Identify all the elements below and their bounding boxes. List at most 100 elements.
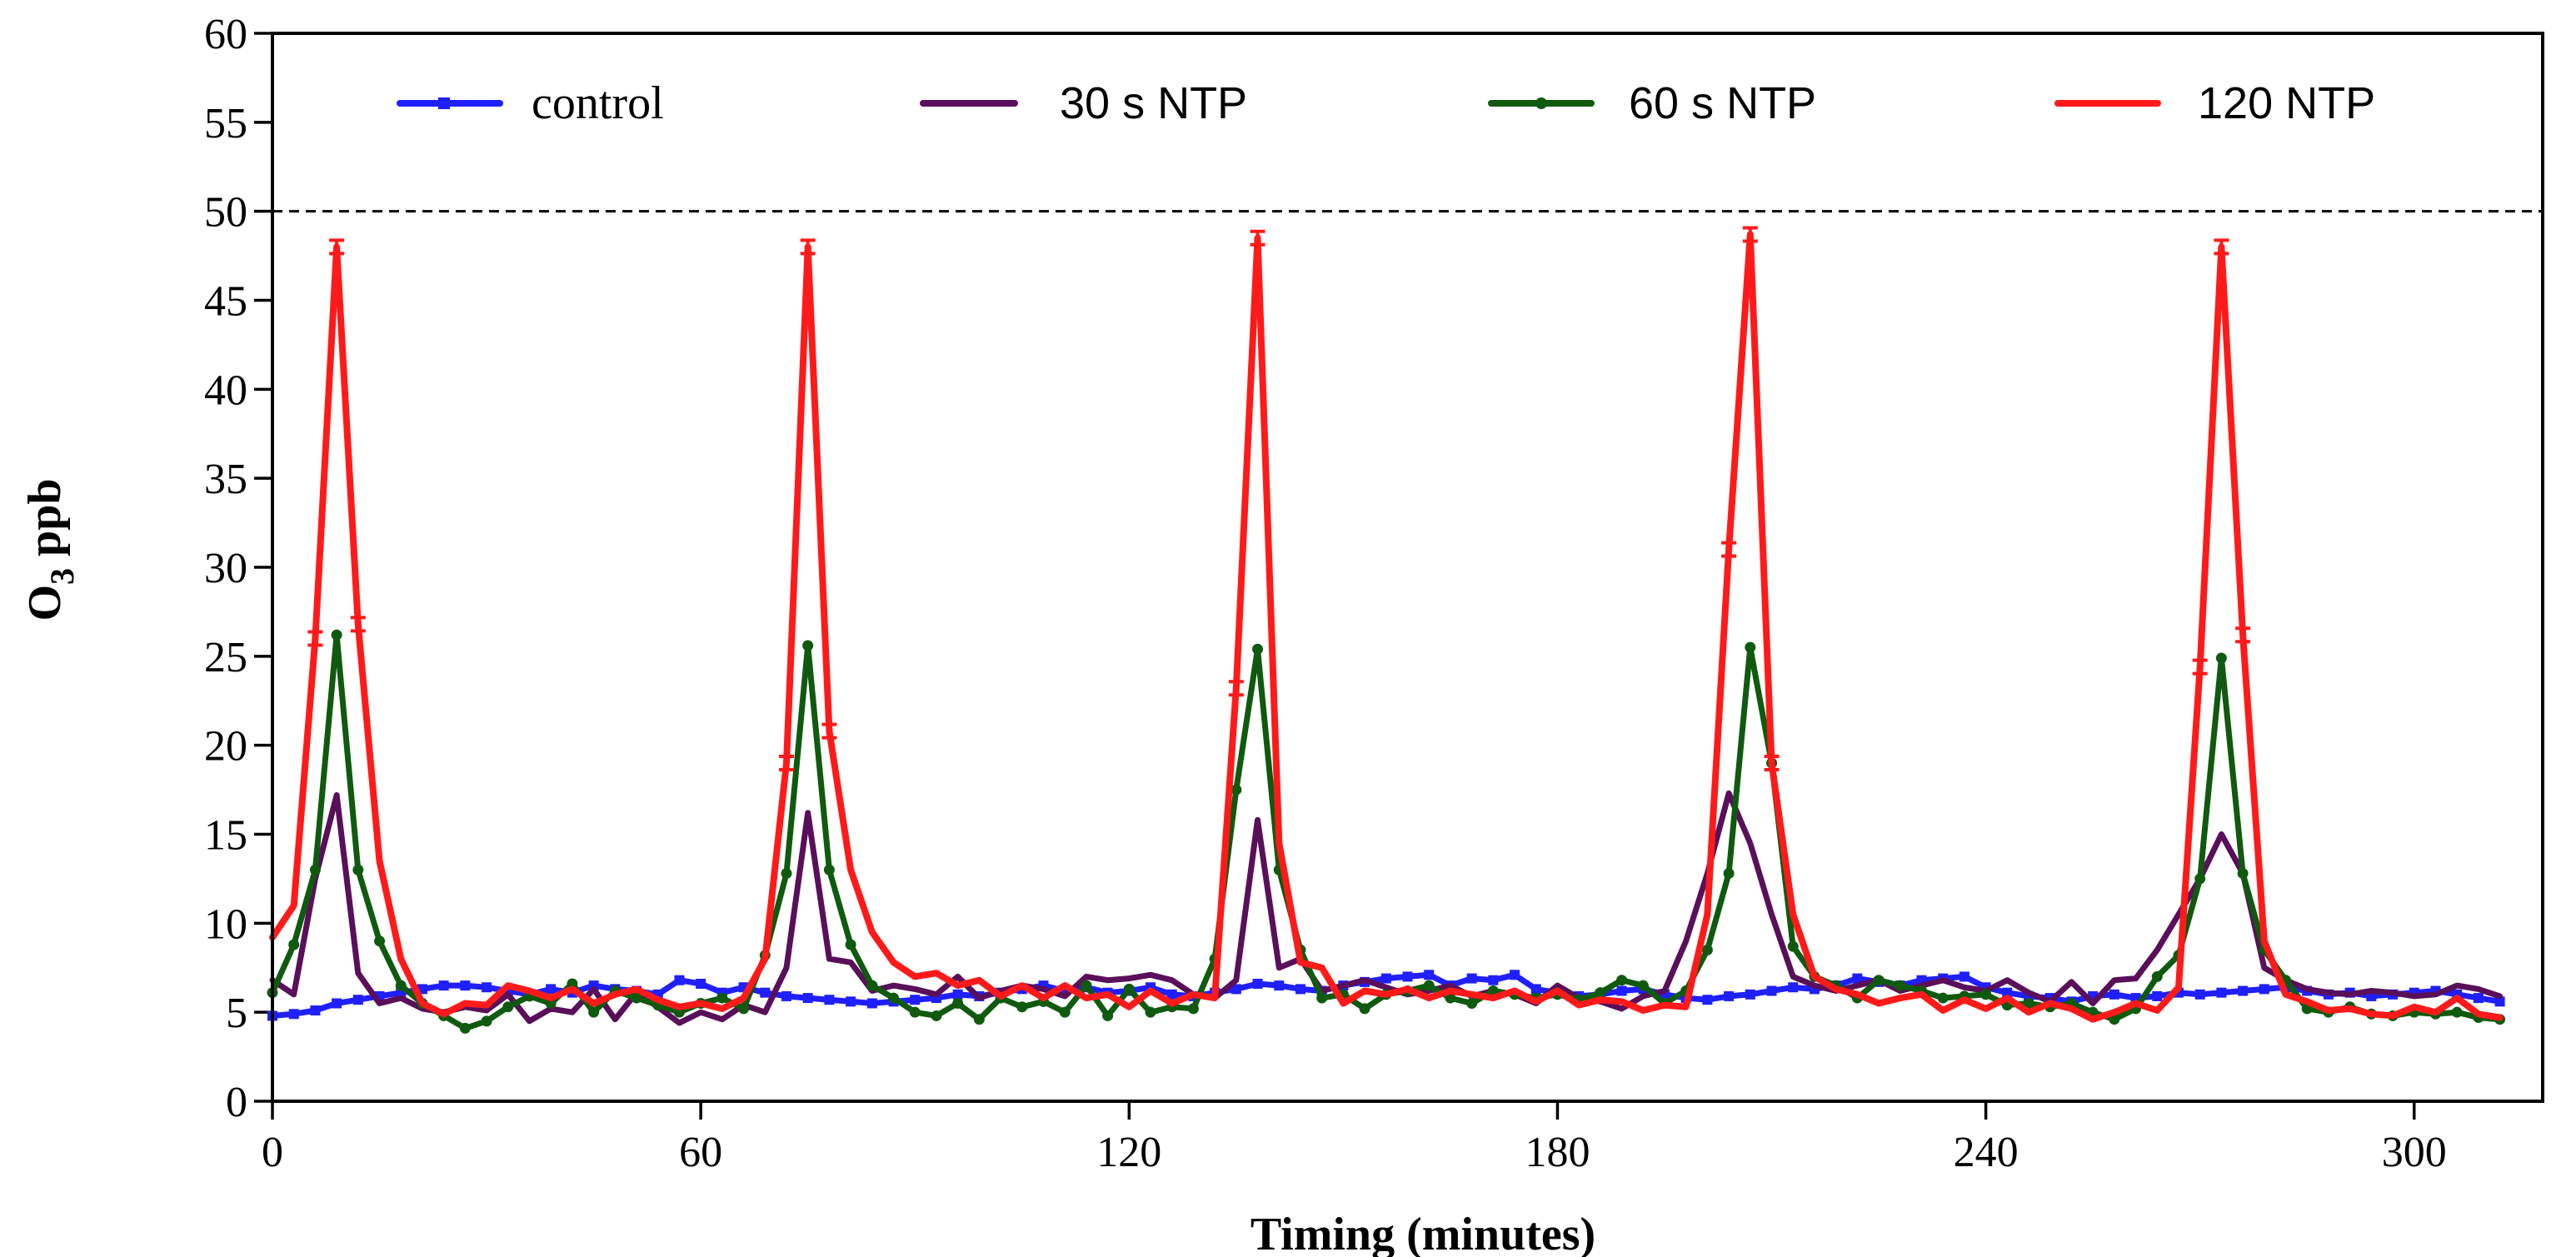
y-tick-label: 55 xyxy=(204,100,247,147)
y-axis-title-text: O3 ppb xyxy=(19,479,81,621)
data-point xyxy=(546,984,557,995)
data-point xyxy=(1081,980,1092,991)
data-point xyxy=(1852,973,1863,984)
data-point xyxy=(1488,975,1499,985)
data-point xyxy=(2473,993,2484,1004)
legend-label: control xyxy=(532,77,664,129)
data-point xyxy=(888,992,900,1004)
legend-label: 120 NTP xyxy=(2198,78,2375,128)
frame-layer xyxy=(271,32,2544,1103)
data-point xyxy=(1295,984,1305,995)
data-point xyxy=(1445,992,1456,1004)
x-axis-title: Timing (minutes) xyxy=(1251,1209,1595,1257)
y-tick-label: 10 xyxy=(204,900,247,948)
data-point xyxy=(1359,1003,1370,1015)
y-tick-label: 15 xyxy=(204,812,247,860)
data-point xyxy=(1487,985,1499,997)
x-tick-label: 240 xyxy=(1954,1129,2019,1176)
y-axis-title-unit: ppb xyxy=(19,479,71,568)
y-tick-label: 45 xyxy=(204,278,247,326)
y-tick-label: 60 xyxy=(204,11,247,58)
data-point xyxy=(1402,971,1413,982)
data-point xyxy=(823,864,835,875)
data-point xyxy=(2215,652,2227,664)
data-point xyxy=(1959,971,1969,982)
data-point xyxy=(352,995,363,1005)
data-point xyxy=(1530,984,1541,995)
data-point xyxy=(2151,970,2163,982)
data-point xyxy=(631,992,642,1004)
data-point xyxy=(1766,985,1777,996)
data-point xyxy=(310,1005,321,1016)
data-point xyxy=(802,640,814,651)
data-point xyxy=(1595,987,1606,999)
data-point xyxy=(588,1006,600,1018)
data-point xyxy=(1424,970,1435,980)
data-point xyxy=(760,987,771,998)
data-point xyxy=(374,935,386,947)
data-point xyxy=(1252,643,1264,655)
data-point xyxy=(2194,989,2205,1000)
data-point xyxy=(460,980,471,991)
data-point xyxy=(1466,973,1477,984)
data-point xyxy=(2216,987,2227,998)
data-point xyxy=(952,997,964,1009)
series-120-ntp-line xyxy=(269,231,2504,1023)
data-point xyxy=(288,1009,299,1020)
data-point xyxy=(309,864,321,875)
y-tick-label: 50 xyxy=(204,189,247,237)
series-60-s-ntp xyxy=(267,629,2506,1034)
data-point xyxy=(1380,973,1391,984)
legend-item-120-ntp: 120 NTP xyxy=(2054,78,2375,128)
data-point xyxy=(1423,980,1435,991)
data-point xyxy=(1895,980,1906,991)
data-point xyxy=(696,978,706,989)
data-point xyxy=(1616,975,1628,986)
legend-item-60-s-ntp: 60 s NTP xyxy=(1488,78,1816,128)
data-point xyxy=(1145,1006,1156,1018)
data-point xyxy=(1274,980,1285,991)
legend-marker xyxy=(438,97,450,109)
y-tick-label: 20 xyxy=(204,723,247,771)
x-tick-label: 180 xyxy=(1525,1129,1590,1176)
legend-label: 30 s NTP xyxy=(1060,78,1247,128)
data-point xyxy=(738,1003,750,1015)
legend-marker xyxy=(1535,97,1547,109)
data-point xyxy=(1466,997,1478,1009)
data-point xyxy=(352,864,364,875)
series-120-ntp xyxy=(269,226,2504,1023)
data-point xyxy=(846,996,856,1007)
data-point xyxy=(2237,868,2249,880)
data-point xyxy=(331,629,342,641)
y-tick-label: 30 xyxy=(204,545,247,592)
x-tick-label: 300 xyxy=(2382,1129,2447,1176)
data-point xyxy=(2109,989,2119,1000)
y-tick-label: 40 xyxy=(204,367,247,414)
data-point xyxy=(781,990,791,1001)
data-point xyxy=(909,1006,921,1018)
data-point xyxy=(824,995,835,1005)
data-point xyxy=(866,998,877,1009)
data-point xyxy=(674,975,685,985)
data-point xyxy=(545,997,557,1009)
data-point xyxy=(1016,1001,1028,1013)
data-point xyxy=(1745,641,1756,653)
data-point xyxy=(1123,983,1135,995)
data-point xyxy=(716,992,728,1004)
data-point xyxy=(2194,873,2206,885)
data-point xyxy=(1510,970,1520,980)
data-point xyxy=(1723,868,1735,880)
data-point xyxy=(1252,978,1263,989)
legend-item-control: control xyxy=(397,77,664,129)
data-point xyxy=(2494,996,2505,1007)
y-tick-label: 5 xyxy=(226,990,247,1037)
legend: control 30 s NTP 60 s NTP 120 NTP xyxy=(397,77,2375,129)
data-point xyxy=(1102,1010,1114,1021)
data-point xyxy=(866,980,878,991)
data-point xyxy=(1745,989,1755,1000)
y-tick-label: 25 xyxy=(204,634,247,681)
x-tick-label: 120 xyxy=(1096,1129,1161,1176)
data-point xyxy=(567,978,578,990)
data-point xyxy=(1788,982,1799,993)
